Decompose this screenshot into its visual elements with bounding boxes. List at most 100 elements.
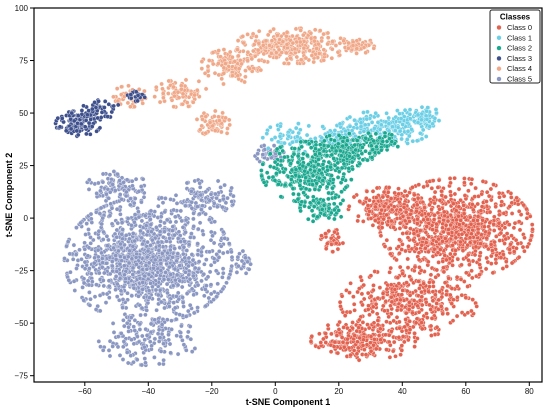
data-point (436, 260, 441, 265)
data-point (298, 57, 304, 63)
data-point (524, 215, 530, 221)
data-point (132, 328, 138, 333)
data-point (515, 241, 521, 246)
data-point (173, 214, 178, 220)
data-point (529, 222, 535, 227)
data-point (148, 281, 153, 286)
data-point (520, 244, 526, 250)
data-point (462, 176, 467, 181)
data-point (210, 50, 216, 55)
data-point (451, 201, 456, 206)
data-point (106, 102, 112, 107)
data-point (434, 221, 439, 227)
data-point (452, 191, 458, 197)
data-point (522, 235, 527, 241)
data-point (130, 272, 136, 277)
data-point (336, 133, 342, 138)
data-point (419, 117, 424, 123)
data-point (516, 219, 522, 224)
data-point (331, 156, 336, 161)
data-point (241, 40, 246, 46)
data-point (99, 264, 105, 270)
data-point (121, 339, 127, 344)
data-point (290, 40, 296, 46)
data-point (239, 61, 244, 67)
data-point (508, 191, 514, 196)
data-point (284, 42, 290, 47)
data-point (442, 213, 448, 219)
data-point (329, 173, 334, 178)
data-point (209, 229, 214, 235)
data-point (377, 127, 383, 132)
data-point (312, 168, 317, 174)
data-point (245, 259, 250, 265)
data-point (245, 32, 250, 37)
data-point (467, 214, 473, 220)
data-point (184, 100, 190, 105)
data-point (371, 138, 376, 144)
data-point (346, 166, 352, 171)
data-point (55, 115, 61, 121)
data-point (407, 107, 413, 112)
data-point (189, 252, 195, 257)
data-point (466, 257, 471, 263)
data-point (181, 342, 187, 347)
data-point (59, 116, 65, 121)
data-point (304, 132, 310, 138)
data-point (85, 278, 91, 284)
data-point (115, 344, 121, 350)
data-point (326, 196, 331, 202)
data-point (102, 270, 107, 276)
data-point (172, 232, 177, 238)
data-point (236, 66, 242, 72)
data-point (321, 203, 327, 208)
data-point (423, 240, 429, 245)
data-point (195, 241, 200, 246)
data-point (216, 255, 222, 260)
data-point (236, 53, 241, 59)
data-point (196, 226, 201, 232)
data-point (173, 219, 179, 225)
data-point (130, 183, 135, 189)
data-point (369, 120, 375, 125)
data-point (163, 270, 168, 275)
data-point (104, 291, 110, 297)
data-point (458, 197, 463, 203)
data-point (160, 86, 165, 92)
data-point (403, 225, 408, 230)
data-point (235, 38, 241, 43)
data-point (207, 249, 212, 255)
data-point (129, 223, 134, 228)
data-point (100, 348, 106, 353)
data-point (337, 41, 343, 46)
data-point (143, 223, 149, 228)
data-point (462, 193, 468, 198)
data-point (133, 176, 139, 182)
data-point (411, 237, 416, 243)
data-point (184, 348, 189, 353)
data-point (274, 55, 279, 60)
data-point (326, 159, 332, 165)
data-point (387, 270, 392, 275)
data-point (326, 181, 331, 187)
data-point (511, 249, 517, 254)
data-point (129, 293, 135, 299)
data-point (130, 244, 136, 249)
data-point (119, 197, 124, 202)
series-class-5 (62, 143, 286, 368)
data-point (359, 291, 365, 297)
data-point (212, 114, 217, 119)
data-point (426, 211, 431, 217)
data-point (68, 126, 74, 132)
data-point (361, 45, 367, 50)
data-point (243, 74, 248, 80)
data-point (255, 47, 261, 53)
data-point (325, 143, 331, 149)
data-point (261, 59, 267, 64)
data-point (179, 284, 185, 290)
data-point (66, 277, 72, 283)
data-point (434, 228, 439, 233)
data-point (125, 216, 131, 221)
data-point (354, 138, 360, 143)
data-point (242, 79, 247, 85)
